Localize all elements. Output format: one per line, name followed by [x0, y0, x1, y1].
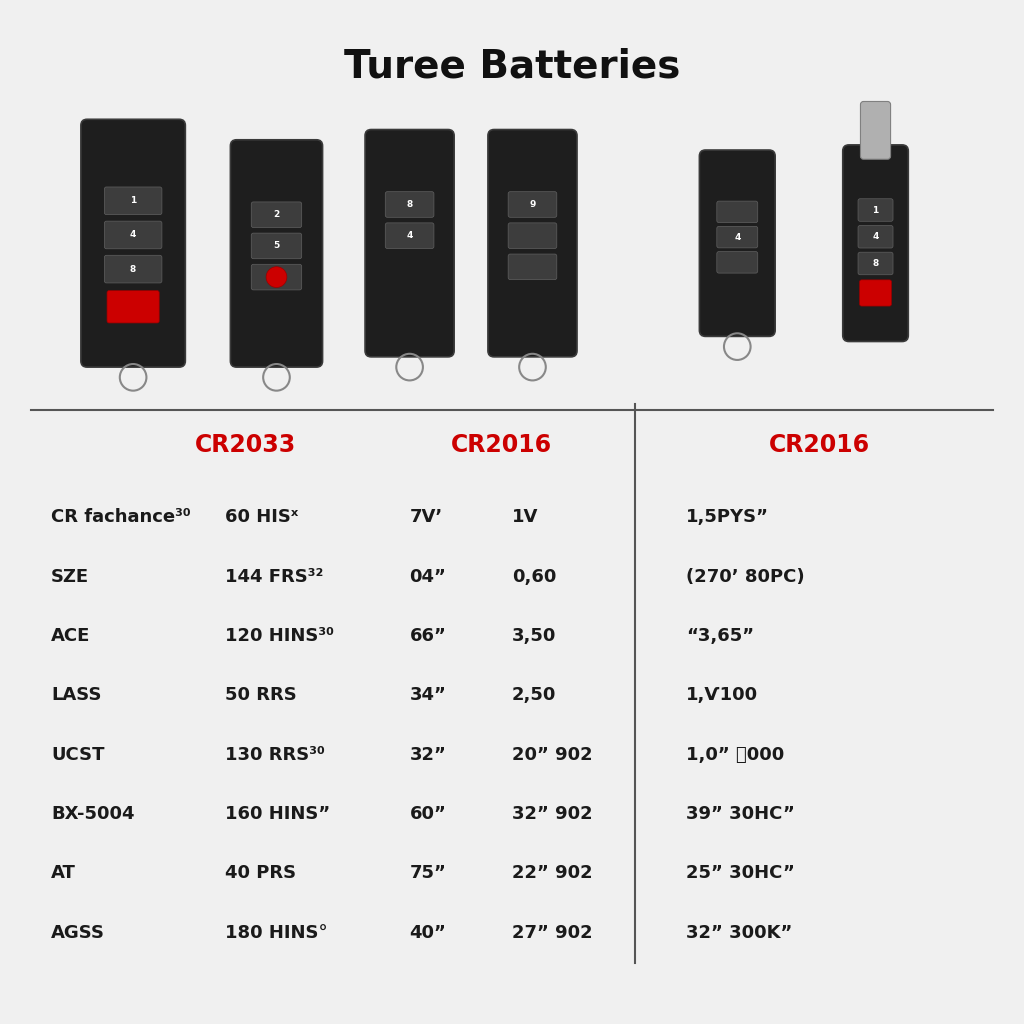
Text: 144 FRS³²: 144 FRS³²	[225, 567, 324, 586]
FancyBboxPatch shape	[81, 120, 185, 368]
FancyBboxPatch shape	[108, 291, 159, 323]
FancyBboxPatch shape	[717, 201, 758, 222]
Text: 0,60: 0,60	[512, 567, 556, 586]
Text: CR2016: CR2016	[769, 433, 869, 458]
Text: 20” 902: 20” 902	[512, 745, 593, 764]
Text: 04”: 04”	[410, 567, 446, 586]
FancyBboxPatch shape	[860, 101, 891, 160]
FancyBboxPatch shape	[508, 191, 557, 217]
FancyBboxPatch shape	[104, 255, 162, 283]
FancyBboxPatch shape	[251, 233, 302, 259]
Text: 1,5PYS”: 1,5PYS”	[686, 508, 769, 526]
Text: 32” 300K”: 32” 300K”	[686, 924, 793, 942]
Text: 160 HINS”: 160 HINS”	[225, 805, 331, 823]
Text: 1: 1	[872, 206, 879, 214]
Text: ACE: ACE	[51, 627, 90, 645]
FancyBboxPatch shape	[104, 221, 162, 249]
Text: 25” 30HC”: 25” 30HC”	[686, 864, 795, 883]
Text: CR2033: CR2033	[196, 433, 296, 458]
Text: 39” 30HC”: 39” 30HC”	[686, 805, 795, 823]
FancyBboxPatch shape	[717, 226, 758, 248]
FancyBboxPatch shape	[843, 144, 908, 342]
Text: 2: 2	[273, 210, 280, 219]
Text: “3,65”: “3,65”	[686, 627, 755, 645]
Text: 1,0”  000: 1,0”  000	[686, 745, 784, 764]
FancyBboxPatch shape	[251, 202, 302, 227]
Text: 66”: 66”	[410, 627, 446, 645]
Text: Turee Batteries: Turee Batteries	[344, 47, 680, 86]
FancyBboxPatch shape	[385, 223, 434, 249]
Text: 4: 4	[130, 230, 136, 240]
Text: AGSS: AGSS	[51, 924, 105, 942]
Text: CR2016: CR2016	[452, 433, 552, 458]
Text: 9: 9	[529, 200, 536, 209]
Text: 1,Ѵ100: 1,Ѵ100	[686, 686, 758, 705]
FancyBboxPatch shape	[858, 225, 893, 248]
Text: 130 RRS³⁰: 130 RRS³⁰	[225, 745, 326, 764]
Text: 1: 1	[130, 197, 136, 205]
FancyBboxPatch shape	[858, 252, 893, 274]
Text: 50 RRS: 50 RRS	[225, 686, 297, 705]
Text: 180 HINS°: 180 HINS°	[225, 924, 328, 942]
Text: 2,50: 2,50	[512, 686, 556, 705]
Text: 8: 8	[407, 200, 413, 209]
Text: (270ʼ 80PC): (270ʼ 80PC)	[686, 567, 805, 586]
FancyBboxPatch shape	[859, 280, 892, 306]
FancyBboxPatch shape	[366, 130, 455, 357]
Text: 1V: 1V	[512, 508, 539, 526]
Text: 8: 8	[872, 259, 879, 268]
Circle shape	[266, 266, 287, 288]
FancyBboxPatch shape	[251, 264, 302, 290]
Text: AT: AT	[51, 864, 76, 883]
Text: 22” 902: 22” 902	[512, 864, 593, 883]
Text: 40 PRS: 40 PRS	[225, 864, 296, 883]
Text: CR fachance³⁰: CR fachance³⁰	[51, 508, 190, 526]
FancyBboxPatch shape	[508, 254, 557, 280]
Text: 8: 8	[130, 264, 136, 273]
Text: 3,50: 3,50	[512, 627, 556, 645]
FancyBboxPatch shape	[717, 252, 758, 273]
Text: 60 HISˣ: 60 HISˣ	[225, 508, 299, 526]
FancyBboxPatch shape	[488, 130, 578, 357]
Text: 120 HINS³⁰: 120 HINS³⁰	[225, 627, 334, 645]
FancyBboxPatch shape	[699, 150, 775, 336]
Text: 7Vʼ: 7Vʼ	[410, 508, 442, 526]
Text: 40”: 40”	[410, 924, 446, 942]
Text: 4: 4	[734, 232, 740, 242]
FancyBboxPatch shape	[104, 187, 162, 215]
FancyBboxPatch shape	[508, 223, 557, 249]
Text: 5: 5	[273, 242, 280, 251]
Text: UCST: UCST	[51, 745, 104, 764]
FancyBboxPatch shape	[230, 140, 323, 368]
Text: LASS: LASS	[51, 686, 101, 705]
Text: 75”: 75”	[410, 864, 446, 883]
Text: SZE: SZE	[51, 567, 89, 586]
Text: 4: 4	[872, 232, 879, 242]
Text: 32” 902: 32” 902	[512, 805, 593, 823]
FancyBboxPatch shape	[858, 199, 893, 221]
FancyBboxPatch shape	[385, 191, 434, 217]
Text: 27” 902: 27” 902	[512, 924, 593, 942]
Text: BX-5004: BX-5004	[51, 805, 135, 823]
Text: 32”: 32”	[410, 745, 446, 764]
Text: 34”: 34”	[410, 686, 446, 705]
Text: 60”: 60”	[410, 805, 446, 823]
Text: 4: 4	[407, 231, 413, 241]
